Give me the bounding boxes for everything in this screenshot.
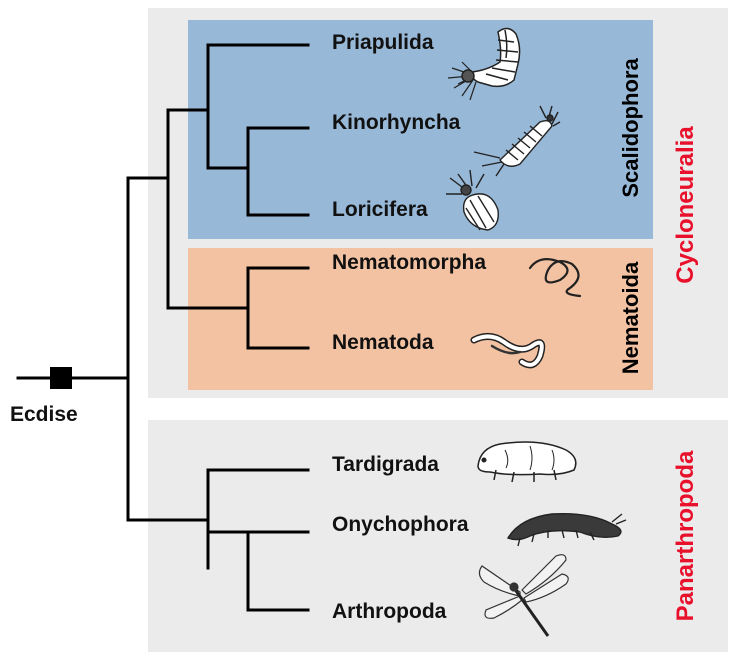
scalidophora-label: Scalidophora xyxy=(618,58,643,198)
kinorhynch-icon xyxy=(473,105,561,177)
taxon-label-nematomorpha: Nematomorpha xyxy=(332,251,486,274)
tree-branches xyxy=(16,43,310,612)
horsehair-worm-icon xyxy=(528,257,582,298)
taxon-label-onychophora: Onychophora xyxy=(332,513,469,536)
loriciferan-icon xyxy=(446,169,499,231)
panarthropoda-label: Panarthropoda xyxy=(672,450,699,621)
ecdysis-marker xyxy=(50,367,72,389)
taxon-label-arthropoda: Arthropoda xyxy=(332,600,447,623)
taxon-label-nematoda: Nematoda xyxy=(332,331,434,354)
ecdysis-label: Ecdise xyxy=(10,403,78,426)
nematode-icon xyxy=(470,333,546,369)
tardigrade-icon xyxy=(477,441,577,483)
panarthropoda-panel xyxy=(148,420,728,652)
nematoida-label: Nematoida xyxy=(618,261,643,374)
cycloneuralia-label: Cycloneuralia xyxy=(672,126,699,284)
taxon-label-tardigrada: Tardigrada xyxy=(332,453,439,476)
dragonfly-icon xyxy=(478,554,569,637)
taxon-label-priapulida: Priapulida xyxy=(332,31,434,54)
priapulid-worm-icon xyxy=(447,27,521,101)
taxon-label-kinorhyncha: Kinorhyncha xyxy=(332,111,461,134)
nematoida-box xyxy=(188,248,653,390)
taxon-label-loricifera: Loricifera xyxy=(332,198,428,221)
velvet-worm-icon xyxy=(506,513,627,547)
